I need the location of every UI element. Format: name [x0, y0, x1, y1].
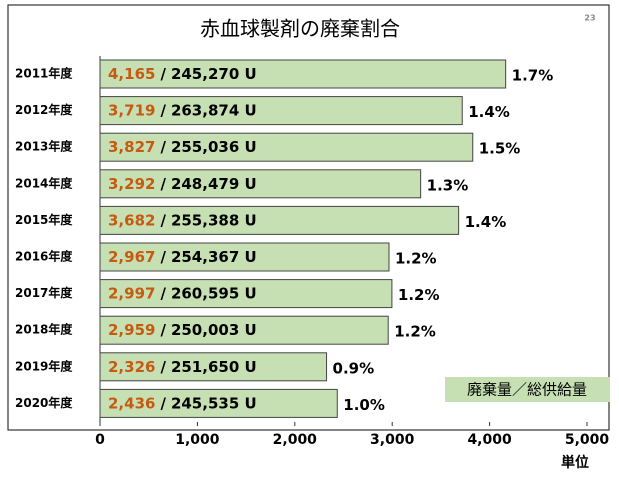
bar-label: 2,967 / 254,367 U — [108, 248, 257, 266]
y-tick-label: 2019年度 — [15, 358, 73, 373]
rate-label: 1.4% — [468, 103, 510, 121]
supply-label: 248,479 U — [171, 174, 257, 192]
separator: / — [160, 248, 166, 266]
supply-label: 255,036 U — [171, 138, 257, 156]
separator: / — [160, 65, 166, 83]
separator: / — [160, 394, 166, 412]
bar-label: 3,827 / 255,036 U — [108, 138, 257, 156]
bar — [99, 96, 463, 126]
value-label: 2,997 — [108, 284, 155, 302]
bar-label: 2,436 / 245,535 U — [108, 394, 257, 412]
x-tick-label: 3,000 — [370, 432, 415, 448]
y-tick-label: 2011年度 — [15, 66, 73, 81]
bar-label: 4,165 / 245,270 U — [108, 65, 257, 83]
separator: / — [160, 101, 166, 119]
legend-text: 廃棄量／総供給量 — [467, 381, 587, 399]
bar-label: 3,292 / 248,479 U — [108, 174, 257, 192]
bar-label: 2,326 / 251,650 U — [108, 357, 257, 375]
rate-label: 0.9% — [333, 359, 375, 377]
separator: / — [160, 321, 166, 339]
bar — [99, 205, 460, 235]
bar — [99, 59, 507, 89]
chart-title: 赤血球製剤の廃棄割合 — [200, 17, 400, 41]
rate-label: 1.4% — [465, 213, 507, 231]
bar — [99, 388, 338, 418]
y-tick-label: 2017年度 — [15, 285, 73, 300]
supply-label: 245,270 U — [171, 65, 257, 83]
y-tick-label: 2020年度 — [15, 395, 73, 410]
value-label: 4,165 — [108, 65, 155, 83]
y-tick-label: 2013年度 — [15, 139, 73, 154]
separator: / — [160, 357, 166, 375]
supply-label: 260,595 U — [171, 284, 257, 302]
value-label: 2,326 — [108, 357, 155, 375]
supply-label: 263,874 U — [171, 101, 257, 119]
supply-label: 251,650 U — [171, 357, 257, 375]
page-number: 23 — [584, 14, 595, 23]
rate-label: 1.3% — [427, 176, 469, 194]
bar — [99, 242, 390, 272]
bar-label: 3,719 / 263,874 U — [108, 101, 257, 119]
separator: / — [160, 174, 166, 192]
bar — [99, 169, 422, 199]
separator: / — [160, 211, 166, 229]
y-tick-label: 2012年度 — [15, 102, 73, 117]
value-label: 3,292 — [108, 174, 155, 192]
frame — [7, 4, 610, 431]
x-tick-label: 1,000 — [175, 432, 220, 448]
value-label: 3,827 — [108, 138, 155, 156]
rate-label: 1.0% — [343, 396, 385, 414]
y-tick-label: 2015年度 — [15, 212, 73, 227]
rate-label: 1.2% — [398, 286, 440, 304]
bar-label: 2,959 / 250,003 U — [108, 321, 257, 339]
bar — [99, 315, 389, 345]
y-tick-label: 2014年度 — [15, 175, 73, 190]
legend-box — [445, 377, 610, 402]
rate-label: 1.7% — [512, 67, 554, 85]
x-tick-label: 4,000 — [467, 432, 512, 448]
bar-label: 2,997 / 260,595 U — [108, 284, 257, 302]
value-label: 2,967 — [108, 248, 155, 266]
bar-label: 3,682 / 255,388 U — [108, 211, 257, 229]
x-tick-label: 5,000 — [565, 432, 610, 448]
value-label: 2,959 — [108, 321, 155, 339]
y-tick-label: 2016年度 — [15, 249, 73, 264]
supply-label: 255,388 U — [171, 211, 257, 229]
value-label: 2,436 — [108, 394, 155, 412]
separator: / — [160, 284, 166, 302]
supply-label: 250,003 U — [171, 321, 257, 339]
value-label: 3,682 — [108, 211, 155, 229]
x-tick-label: 0 — [95, 432, 105, 448]
supply-label: 245,535 U — [171, 394, 257, 412]
rate-label: 1.5% — [479, 140, 521, 158]
rate-label: 1.2% — [395, 250, 437, 268]
y-tick-label: 2018年度 — [15, 322, 73, 337]
bar — [99, 132, 474, 162]
x-axis-label: 単位 — [561, 454, 589, 471]
x-tick-label: 2,000 — [273, 432, 318, 448]
value-label: 3,719 — [108, 101, 155, 119]
bar — [99, 352, 328, 382]
separator: / — [160, 138, 166, 156]
bar — [99, 279, 393, 309]
rate-label: 1.2% — [394, 323, 436, 341]
supply-label: 254,367 U — [171, 248, 257, 266]
